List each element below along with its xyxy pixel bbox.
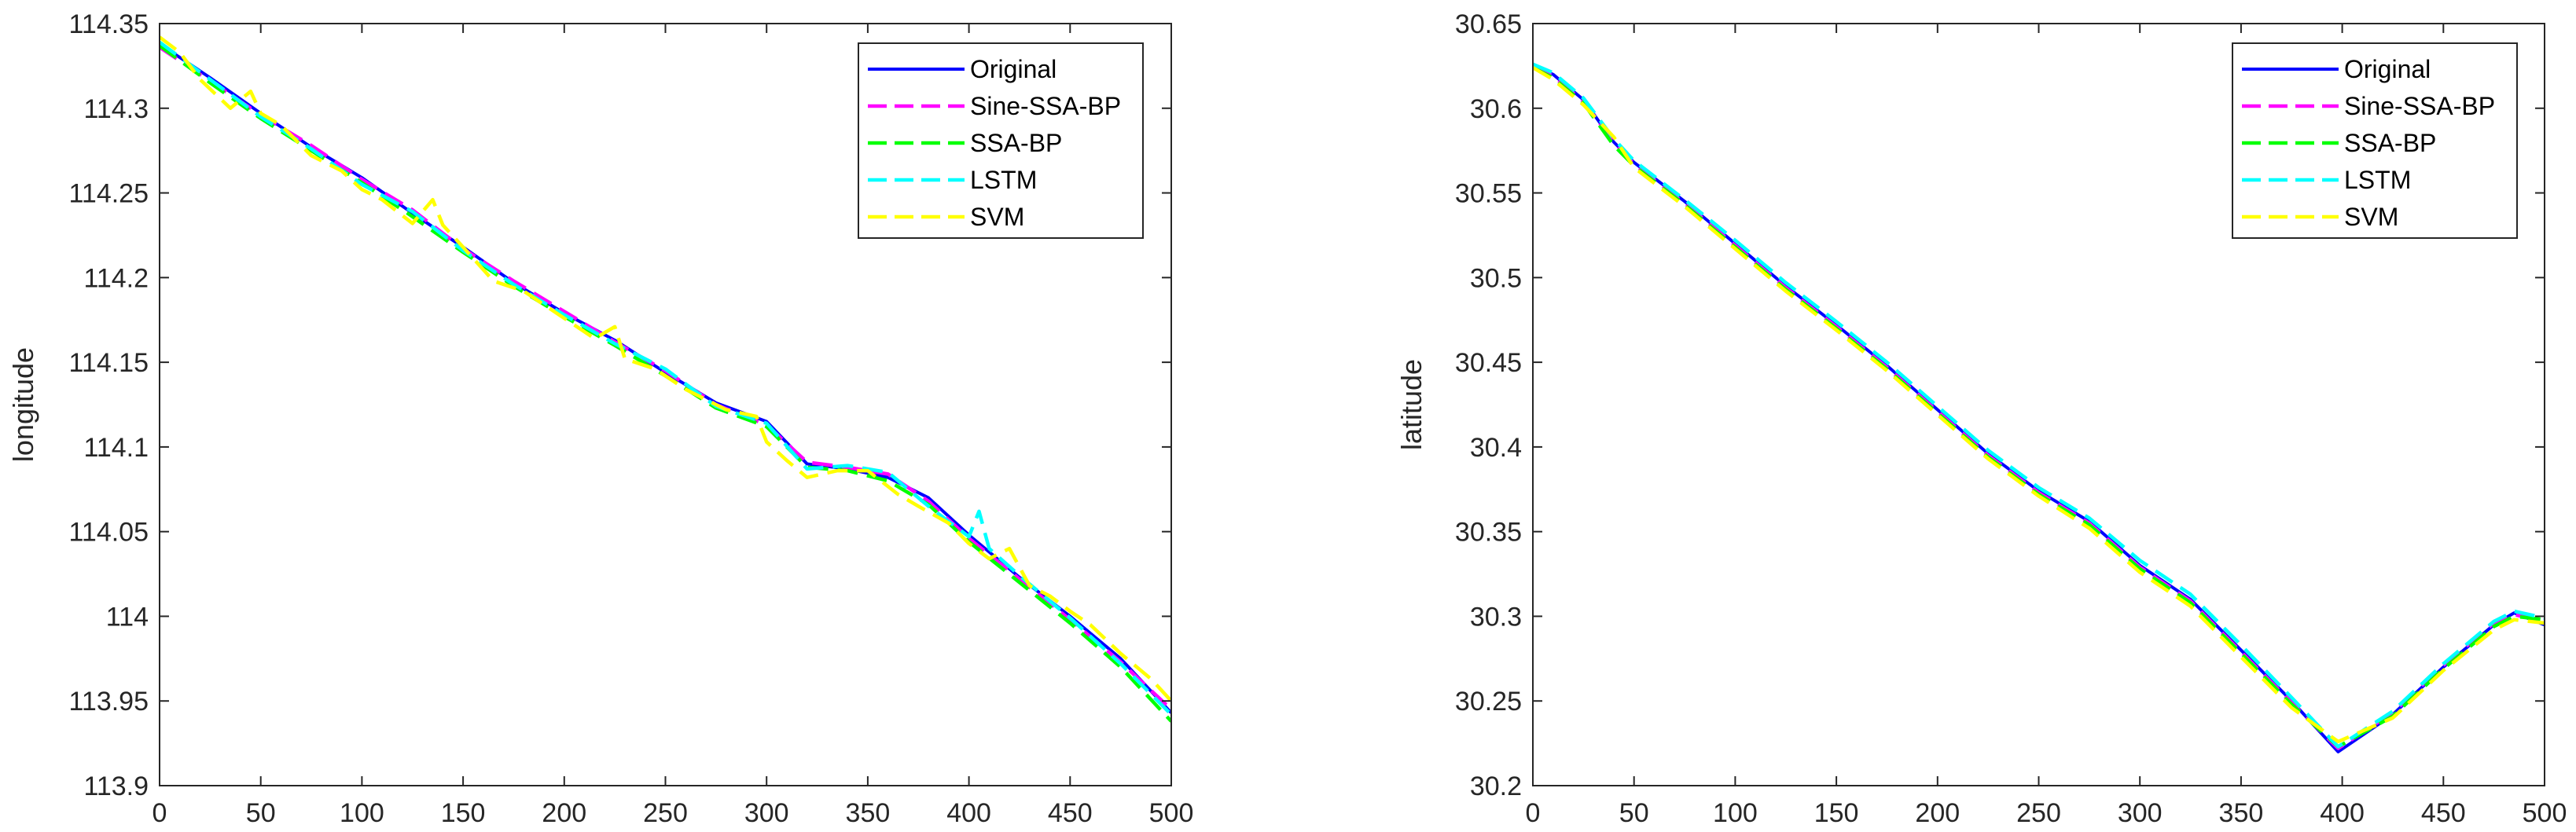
- latitude-legend-label-lstm: LSTM: [2344, 166, 2411, 194]
- longitude-y-tick-label: 114.1: [83, 433, 149, 463]
- latitude-x-tick-label: 350: [2219, 798, 2264, 828]
- longitude-x-tick-label: 300: [744, 798, 789, 828]
- latitude-y-tick-label: 30.5: [1470, 263, 1522, 293]
- longitude-legend-label-sine-ssa-bp: Sine-SSA-BP: [970, 92, 1121, 120]
- longitude-series-group: [160, 35, 1171, 723]
- latitude-y-tick-label: 30.25: [1455, 687, 1522, 717]
- longitude-x-tick-label: 400: [946, 798, 991, 828]
- latitude-x-tick-label: 400: [2320, 798, 2365, 828]
- longitude-y-tick-label: 113.9: [83, 772, 149, 801]
- latitude-series-line-lstm: [1533, 62, 2545, 749]
- latitude-x-tick-label: 300: [2118, 798, 2163, 828]
- latitude-y-tick-label: 30.55: [1455, 179, 1522, 209]
- latitude-legend-label-sine-ssa-bp: Sine-SSA-BP: [2344, 92, 2495, 120]
- latitude-y-tick-label: 30.4: [1470, 433, 1522, 463]
- longitude-y-tick-label: 114: [106, 602, 149, 632]
- latitude-x-tick-label: 450: [2421, 798, 2466, 828]
- longitude-y-tick-label: 113.95: [69, 687, 149, 717]
- longitude-legend-label-original: Original: [970, 55, 1056, 83]
- latitude-legend-label-original: Original: [2344, 55, 2431, 83]
- latitude-x-tick-label: 150: [1814, 798, 1859, 828]
- longitude-legend-label-svm: SVM: [970, 203, 1024, 231]
- longitude-y-tick-label: 114.35: [69, 9, 149, 39]
- latitude-chart-panel: 0 50 100 150 200 250 300 350 400 450 500 30.2 30.25 3…: [1395, 9, 2567, 828]
- longitude-x-tick-label: 50: [246, 798, 276, 828]
- latitude-series-line-svm: [1533, 66, 2545, 744]
- latitude-legend-label-ssa-bp: SSA-BP: [2344, 129, 2436, 157]
- latitude-y-tick-label: 30.65: [1455, 9, 1522, 39]
- longitude-legend-label-lstm: LSTM: [970, 166, 1037, 194]
- longitude-y-tick-label: 114.05: [69, 518, 149, 548]
- longitude-x-tick-label: 150: [441, 798, 486, 828]
- longitude-y-tick-label: 114.25: [69, 179, 149, 209]
- longitude-y-axis-label: longitude: [7, 347, 39, 462]
- latitude-y-tick-label: 30.35: [1455, 518, 1522, 548]
- longitude-x-tick-label: 500: [1149, 798, 1194, 828]
- longitude-y-tick-label: 114.2: [83, 263, 149, 293]
- longitude-x-tick-label: 450: [1048, 798, 1093, 828]
- longitude-series-line-svm: [160, 35, 1171, 702]
- longitude-x-tick-label: 350: [846, 798, 891, 828]
- latitude-legend-label-svm: SVM: [2344, 203, 2398, 231]
- latitude-legend: Original Sine-SSA-BP SSA-BP LSTM SVM: [2232, 42, 2518, 239]
- latitude-legend-box: [2232, 42, 2518, 239]
- longitude-y-tick-label: 114.15: [69, 348, 149, 378]
- latitude-x-tick-label: 500: [2523, 798, 2567, 828]
- longitude-x-tick-label: 100: [340, 798, 384, 828]
- latitude-x-tick-label: 50: [1619, 798, 1649, 828]
- latitude-y-tick-label: 30.3: [1470, 602, 1522, 632]
- latitude-x-tick-label: 200: [1915, 798, 1960, 828]
- longitude-legend-label-ssa-bp: SSA-BP: [970, 129, 1062, 157]
- longitude-x-tick-label: 200: [542, 798, 586, 828]
- longitude-x-tick-label: 0: [153, 798, 167, 828]
- latitude-y-tick-label: 30.45: [1455, 348, 1522, 378]
- longitude-y-tick-label: 114.3: [83, 94, 149, 124]
- latitude-y-tick-label: 30.2: [1470, 772, 1522, 801]
- longitude-x-tick-label: 250: [643, 798, 688, 828]
- longitude-chart-panel: 0 50 100 150 200 250 300 350 400 450 500 113.9 113.9…: [7, 9, 1193, 828]
- latitude-series-group: [1533, 62, 2545, 753]
- latitude-x-tick-label: 100: [1713, 798, 1758, 828]
- latitude-x-tick-label: 250: [2016, 798, 2061, 828]
- longitude-legend: Original Sine-SSA-BP SSA-BP LSTM SVM: [858, 42, 1144, 239]
- longitude-legend-box: [858, 42, 1144, 239]
- latitude-y-axis-label: latitude: [1395, 359, 1428, 450]
- latitude-y-tick-label: 30.6: [1470, 94, 1522, 124]
- latitude-x-tick-label: 0: [1526, 798, 1541, 828]
